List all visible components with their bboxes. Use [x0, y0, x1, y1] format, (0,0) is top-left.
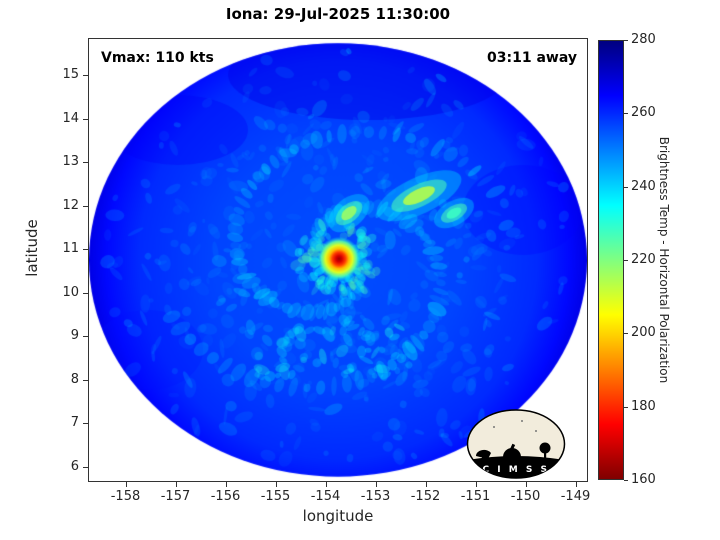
colorbar-tick-label: 160 [631, 472, 656, 487]
y-tick-label: 10 [62, 284, 79, 300]
y-tick-mark [83, 75, 88, 76]
x-tick-mark [125, 482, 127, 487]
x-tick-label: -151 [460, 489, 491, 504]
y-tick-mark [83, 249, 88, 251]
y-tick-label: 6 [70, 458, 79, 474]
y-tick-mark [83, 379, 88, 381]
x-tick-mark [275, 482, 277, 487]
y-tick-label: 8 [70, 371, 79, 387]
x-tick-label: -157 [160, 489, 191, 504]
colorbar-tick-label: 260 [631, 105, 656, 121]
x-tick-mark [575, 482, 577, 487]
x-tick-mark [375, 482, 377, 487]
cimss-logo-graphic: C I M S S [466, 409, 566, 479]
x-tick-mark [225, 482, 227, 487]
colorbar-tick-label: 220 [631, 252, 656, 267]
logo-dome-icon [503, 448, 521, 457]
y-tick-label: 9 [70, 328, 79, 344]
x-tick-mark [175, 482, 177, 487]
x-tick-label: -156 [210, 489, 241, 504]
y-axis-label: latitude [23, 219, 41, 277]
x-tick-mark [425, 482, 427, 487]
y-tick-mark [83, 118, 88, 120]
cimss-logo: C I M S S [466, 409, 566, 479]
x-tick-label: -158 [110, 489, 141, 504]
y-tick-label: 15 [62, 67, 79, 82]
y-tick-label: 11 [62, 241, 79, 257]
colorbar-tick-mark [624, 333, 628, 335]
y-tick-mark [83, 292, 88, 294]
colorbar-tick-mark [624, 113, 628, 115]
x-tick-label: -152 [410, 489, 441, 504]
colorbar-tick-label: 180 [631, 398, 656, 414]
colorbar-tick-mark [624, 480, 628, 481]
logo-water-tower-icon [539, 442, 551, 454]
colorbar [598, 40, 624, 480]
colorbar-tick-label: 200 [631, 325, 656, 341]
satellite-brightness-temp-image [89, 39, 587, 481]
x-tick-label: -154 [310, 489, 341, 504]
x-tick-mark [475, 482, 477, 487]
y-tick-label: 7 [70, 415, 79, 431]
logo-text: C I M S S [483, 465, 550, 475]
colorbar-tick-label: 280 [631, 32, 656, 47]
y-tick-mark [83, 336, 88, 338]
x-tick-label: -153 [360, 489, 391, 504]
colorbar-tick-label: 240 [631, 178, 656, 194]
y-tick-mark [83, 466, 88, 468]
chart-title: Iona: 29-Jul-2025 11:30:00 [225, 5, 451, 23]
time-away-annotation: 03:11 away [487, 50, 577, 66]
colorbar-tick-mark [624, 260, 628, 261]
colorbar-label: Brightness Temp - Horizontal Polarizatio… [657, 136, 671, 384]
colorbar-tick-mark [624, 40, 628, 41]
y-tick-mark [83, 423, 88, 425]
x-tick-label: -150 [510, 489, 541, 504]
x-tick-mark [525, 482, 527, 487]
y-tick-label: 13 [62, 154, 79, 170]
y-tick-label: 12 [62, 197, 79, 213]
y-tick-label: 14 [62, 110, 79, 126]
colorbar-tick-mark [624, 186, 628, 188]
y-tick-mark [83, 205, 88, 207]
x-tick-label: -155 [260, 489, 291, 504]
y-tick-mark [83, 162, 88, 164]
x-axis-label: longitude [302, 507, 374, 525]
colorbar-tick-mark [624, 406, 628, 408]
x-tick-label: -149 [560, 489, 591, 504]
x-tick-mark [325, 482, 327, 487]
vmax-annotation: Vmax: 110 kts [101, 50, 214, 66]
